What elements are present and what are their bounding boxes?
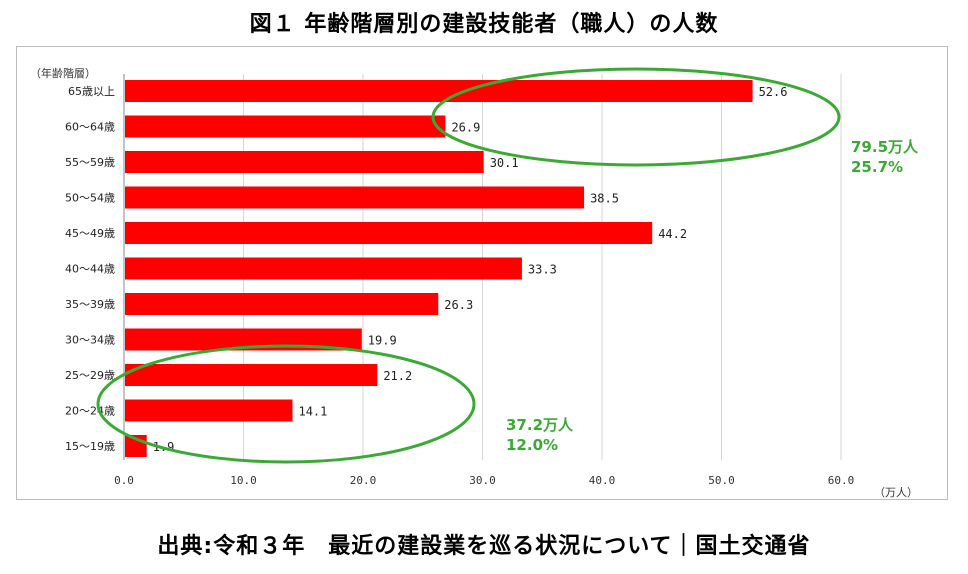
- bar: [125, 222, 653, 244]
- x-tick-label: 0.0: [114, 474, 134, 487]
- data-label: 30.1: [490, 156, 519, 170]
- x-axis-label: （万人）: [874, 486, 918, 499]
- data-label: 26.9: [451, 121, 480, 135]
- chart-title: 図１ 年齢階層別の建設技能者（職人）の人数: [249, 12, 719, 37]
- category-label: 40～44歳: [65, 263, 115, 276]
- data-label: 26.3: [444, 298, 473, 312]
- annotation-text: 12.0%: [506, 436, 558, 454]
- x-tick-label: 20.0: [350, 474, 377, 487]
- annotation-text: 37.2万人: [506, 416, 574, 434]
- data-label: 33.3: [528, 263, 557, 277]
- category-label: 20～24歳: [65, 405, 115, 418]
- highlight-ellipse-top: [431, 67, 841, 167]
- x-tick-label: 30.0: [469, 474, 496, 487]
- highlight-ellipse-bottom: [96, 344, 476, 464]
- x-tick-label: 40.0: [589, 474, 616, 487]
- x-tick-label: 10.0: [230, 474, 257, 487]
- bar: [125, 151, 484, 173]
- bar: [125, 186, 585, 209]
- bar: [125, 293, 439, 315]
- category-label: 65歳以上: [68, 85, 115, 98]
- data-label: 52.6: [759, 85, 788, 99]
- category-label: 50～54歳: [65, 192, 115, 205]
- category-label: 55～59歳: [65, 156, 115, 169]
- category-label: 25～29歳: [65, 369, 115, 382]
- category-label: 45～49歳: [65, 227, 115, 240]
- bar: [125, 80, 753, 102]
- data-label: 44.2: [658, 227, 687, 241]
- category-label: 35～39歳: [65, 298, 115, 311]
- bar: [125, 364, 378, 386]
- bar: [125, 257, 522, 280]
- bar: [125, 115, 446, 138]
- x-tick-label: 50.0: [708, 474, 735, 487]
- category-label: 15～19歳: [65, 440, 115, 453]
- category-label: 60～64歳: [65, 121, 115, 134]
- category-label: 30～34歳: [65, 334, 115, 347]
- y-axis-label: （年齢階層）: [30, 66, 96, 80]
- data-label: 14.1: [298, 405, 327, 419]
- x-tick-label: 60.0: [828, 474, 855, 487]
- annotation-text: 79.5万人: [851, 138, 919, 156]
- annotation-text: 25.7%: [851, 158, 903, 176]
- source-caption: 出典:令和３年 最近の建設業を巡る状況について｜国土交通省: [157, 534, 811, 559]
- data-label: 38.5: [590, 192, 619, 206]
- data-label: 19.9: [368, 334, 397, 348]
- bar: [125, 399, 293, 422]
- data-label: 21.2: [383, 369, 412, 383]
